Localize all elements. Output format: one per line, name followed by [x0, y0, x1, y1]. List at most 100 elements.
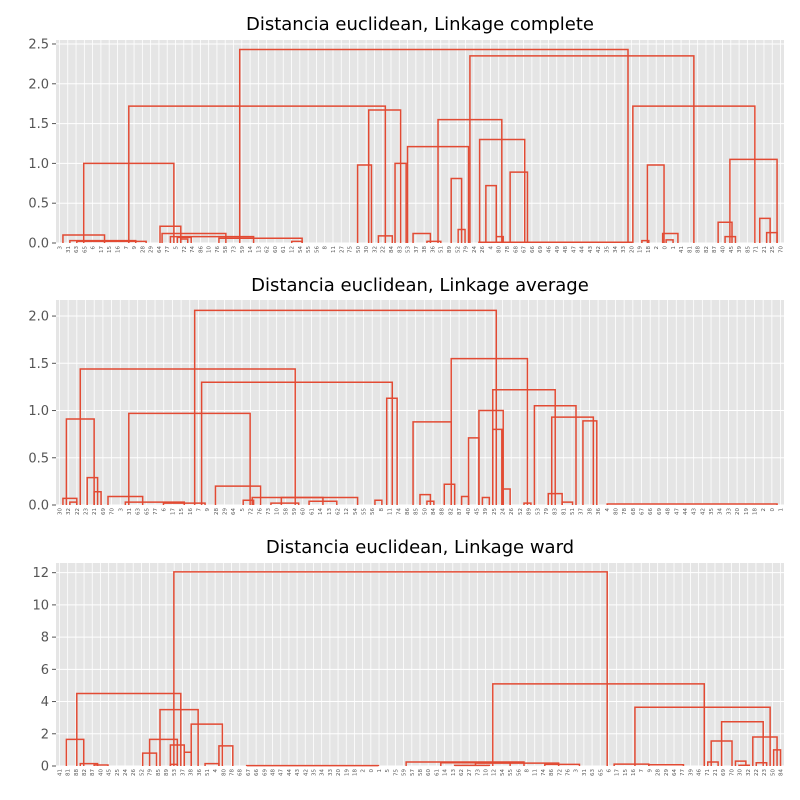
- leaf-label: 14: [443, 769, 449, 776]
- dendrogram-link: [481, 496, 491, 505]
- leaf-label: 58: [223, 246, 229, 253]
- y-tick-label: 0.5: [28, 451, 49, 466]
- leaf-label: 35: [709, 508, 715, 515]
- leaf-label: 38: [189, 769, 195, 776]
- leaf-label: 4: [488, 246, 494, 250]
- leaf-label: 23: [762, 769, 768, 776]
- dendrogram-link: [162, 502, 206, 505]
- leaf-label: 51: [570, 508, 576, 515]
- leaf-label: 65: [82, 246, 88, 253]
- y-tick-label: 8: [41, 631, 49, 646]
- leaf-label: 67: [522, 246, 528, 253]
- leaf-label: 79: [464, 246, 470, 253]
- leaf-label: 37: [180, 769, 186, 776]
- leaf-label: 67: [640, 508, 646, 515]
- dendrogram-link: [426, 240, 442, 243]
- leaf-label: 74: [190, 246, 196, 253]
- y-tick-label: 1.0: [28, 157, 49, 172]
- dendrogram-link: [412, 232, 432, 243]
- dendrogram-link: [485, 184, 498, 243]
- leaf-label: 51: [439, 246, 445, 253]
- leaf-label: 45: [107, 769, 113, 776]
- dendrogram-link: [467, 437, 480, 505]
- leaf-label: 73: [475, 769, 481, 776]
- leaf-label: 48: [271, 769, 277, 776]
- y-tick-label: 0.0: [28, 237, 49, 252]
- y-tick-label: 2.5: [28, 37, 49, 52]
- leaf-label: 76: [215, 246, 221, 253]
- leaf-label: 71: [705, 769, 711, 776]
- leaf-label: 79: [544, 508, 550, 515]
- leaf-label: 77: [153, 508, 159, 515]
- leaf-label: 13: [256, 246, 262, 253]
- leaf-label: 65: [598, 769, 604, 776]
- leaf-label: 27: [467, 769, 473, 776]
- leaf-label: 33: [621, 246, 627, 253]
- leaf-label: 58: [418, 769, 424, 776]
- leaf-label: 63: [590, 769, 596, 776]
- dendrogram-link: [706, 761, 719, 766]
- leaf-label: 80: [497, 246, 503, 253]
- dendrogram-link: [76, 240, 147, 243]
- leaf-label: 47: [674, 508, 680, 515]
- leaf-label: 68: [238, 769, 244, 776]
- leaf-label: 72: [557, 769, 563, 776]
- leaf-label: 77: [680, 769, 686, 776]
- leaf-label: 4: [213, 769, 219, 773]
- leaf-label: 39: [483, 508, 489, 515]
- leaf-label: 68: [513, 246, 519, 253]
- dendrogram-link: [169, 235, 255, 243]
- leaf-label: 21: [762, 246, 768, 253]
- dendrogram-link: [492, 683, 706, 766]
- leaf-label: 74: [396, 508, 402, 515]
- leaf-label: 10: [275, 508, 281, 515]
- leaf-label: 17: [170, 508, 176, 515]
- leaf-label: 41: [57, 769, 63, 776]
- leaf-label: 64: [157, 246, 163, 253]
- dendrogram-link: [495, 235, 504, 243]
- leaf-label: 86: [405, 508, 411, 515]
- leaf-label: 39: [737, 246, 743, 253]
- leaf-label: 11: [331, 246, 337, 253]
- leaf-label: 85: [156, 769, 162, 776]
- leaf-label: 11: [388, 508, 394, 515]
- leaf-label: 0: [369, 769, 375, 773]
- leaf-label: 40: [721, 246, 727, 253]
- dendrogram-link: [290, 240, 303, 243]
- leaf-label: 48: [666, 508, 672, 515]
- leaf-label: 28: [140, 246, 146, 253]
- dendrogram-link: [648, 763, 685, 766]
- leaf-label: 43: [588, 246, 594, 253]
- leaf-label: 20: [629, 246, 635, 253]
- y-tick-label: 0: [41, 760, 49, 775]
- leaf-label: 59: [402, 769, 408, 776]
- dendrogram-link: [547, 492, 563, 505]
- leaf-label: 86: [198, 246, 204, 253]
- leaf-label: 62: [335, 508, 341, 515]
- dendrogram-link: [755, 762, 768, 766]
- leaf-label: 18: [752, 508, 758, 515]
- dendrogram-link: [450, 177, 463, 243]
- dendrogram-link: [502, 488, 511, 505]
- leaf-label: 6: [91, 246, 97, 250]
- leaf-label: 38: [587, 508, 593, 515]
- leaf-label: 32: [372, 246, 378, 253]
- leaf-label: 30: [738, 769, 744, 776]
- dendrogram-link: [412, 421, 452, 505]
- leaf-label: 55: [362, 508, 368, 515]
- dendrogram-link: [62, 234, 106, 243]
- leaf-label: 87: [457, 508, 463, 515]
- y-tick-label: 2.0: [28, 310, 49, 325]
- leaf-label: 28: [214, 508, 220, 515]
- leaf-label: 56: [516, 769, 522, 776]
- dendrogram-link: [128, 105, 387, 243]
- leaf-label: 66: [648, 508, 654, 515]
- leaf-label: 34: [320, 769, 326, 776]
- dendrogram-link: [238, 48, 629, 243]
- y-tick-label: 1.5: [28, 117, 49, 132]
- leaf-label: 54: [500, 769, 506, 776]
- dendrogram-link: [453, 764, 491, 767]
- leaf-label: 15: [179, 508, 185, 515]
- leaf-label: 50: [356, 246, 362, 253]
